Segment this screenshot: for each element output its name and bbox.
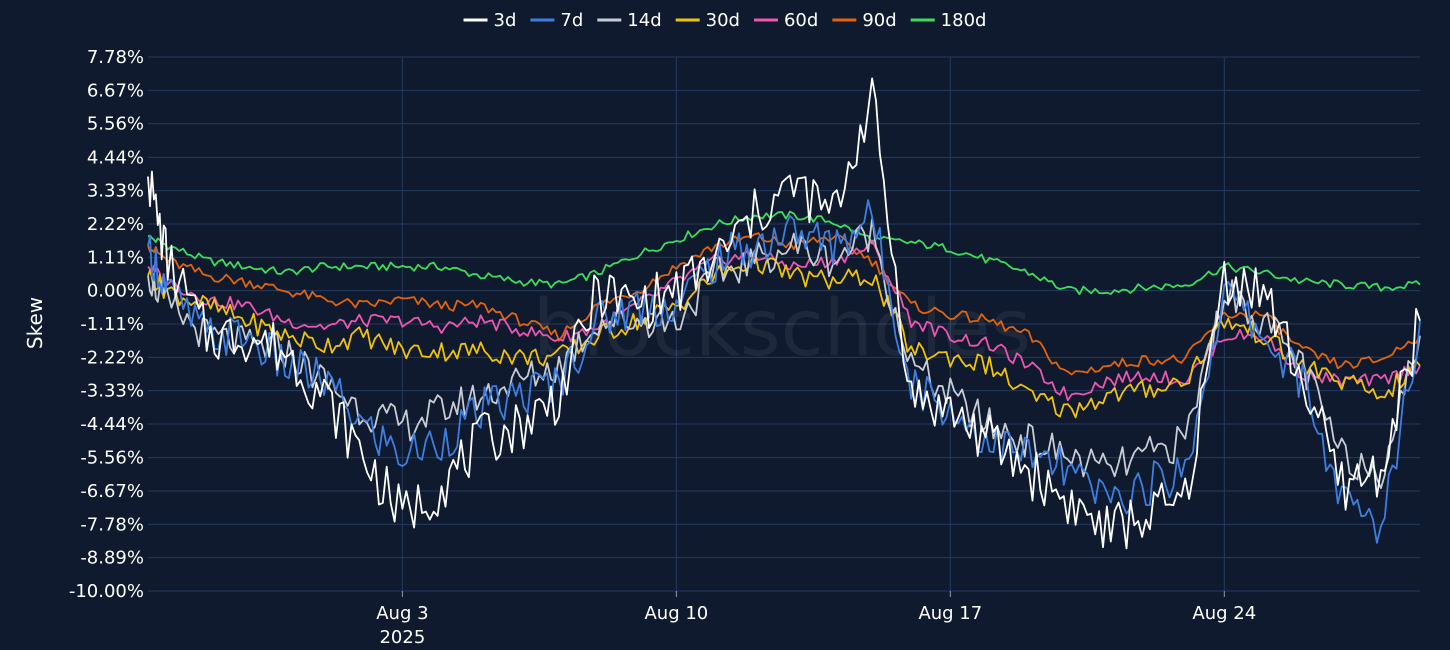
legend-label-14d: 14d bbox=[627, 10, 661, 31]
series-line-14d bbox=[147, 217, 1421, 490]
y-tick-label: -4.44% bbox=[80, 414, 144, 435]
series-line-180d bbox=[147, 210, 1421, 296]
y-tick-label: -7.78% bbox=[80, 514, 144, 535]
x-tick-sublabel: 2025 bbox=[379, 627, 425, 648]
legend-label-3d: 3d bbox=[494, 10, 517, 31]
y-tick-label: 5.56% bbox=[87, 114, 144, 135]
legend-label-7d: 7d bbox=[560, 10, 583, 31]
legend-label-30d: 30d bbox=[706, 10, 740, 31]
x-tick-label: Aug 17 bbox=[918, 603, 982, 624]
legend-label-90d: 90d bbox=[862, 10, 896, 31]
legend: 3d 7d 14d 30d 60d 90d 180d bbox=[463, 10, 987, 31]
series-line-90d bbox=[147, 232, 1421, 376]
series-group bbox=[147, 77, 1421, 550]
y-tick-label: 1.11% bbox=[87, 247, 144, 268]
x-axis-ticks: Aug 3 2025 Aug 10 Aug 17 Aug 24 bbox=[376, 591, 1256, 648]
y-axis-label: Skew bbox=[23, 297, 47, 349]
y-tick-label: -2.22% bbox=[80, 347, 144, 368]
legend-label-60d: 60d bbox=[784, 10, 818, 31]
series-line-3d bbox=[147, 77, 1421, 550]
x-tick-label: Aug 24 bbox=[1192, 603, 1256, 624]
y-tick-label: -1.11% bbox=[80, 314, 144, 335]
y-axis-ticks: 7.78% 6.67% 5.56% 4.44% 3.33% 2.22% 1.11% 0.00%… bbox=[69, 47, 144, 602]
legend-label-180d: 180d bbox=[941, 10, 987, 31]
y-tick-label: 0.00% bbox=[87, 281, 144, 302]
y-tick-label: 4.44% bbox=[87, 147, 144, 168]
y-tick-label: -10.00% bbox=[69, 581, 144, 602]
x-tick-label: Aug 10 bbox=[644, 603, 708, 624]
y-tick-label: 6.67% bbox=[87, 80, 144, 101]
x-tick-label: Aug 3 bbox=[376, 603, 428, 624]
y-tick-label: -6.67% bbox=[80, 481, 144, 502]
y-tick-label: 7.78% bbox=[87, 47, 144, 68]
y-tick-label: -5.56% bbox=[80, 448, 144, 469]
y-tick-label: 2.22% bbox=[87, 214, 144, 235]
y-tick-label: -3.33% bbox=[80, 381, 144, 402]
y-tick-label: -8.89% bbox=[80, 548, 144, 569]
y-tick-label: 3.33% bbox=[87, 181, 144, 202]
